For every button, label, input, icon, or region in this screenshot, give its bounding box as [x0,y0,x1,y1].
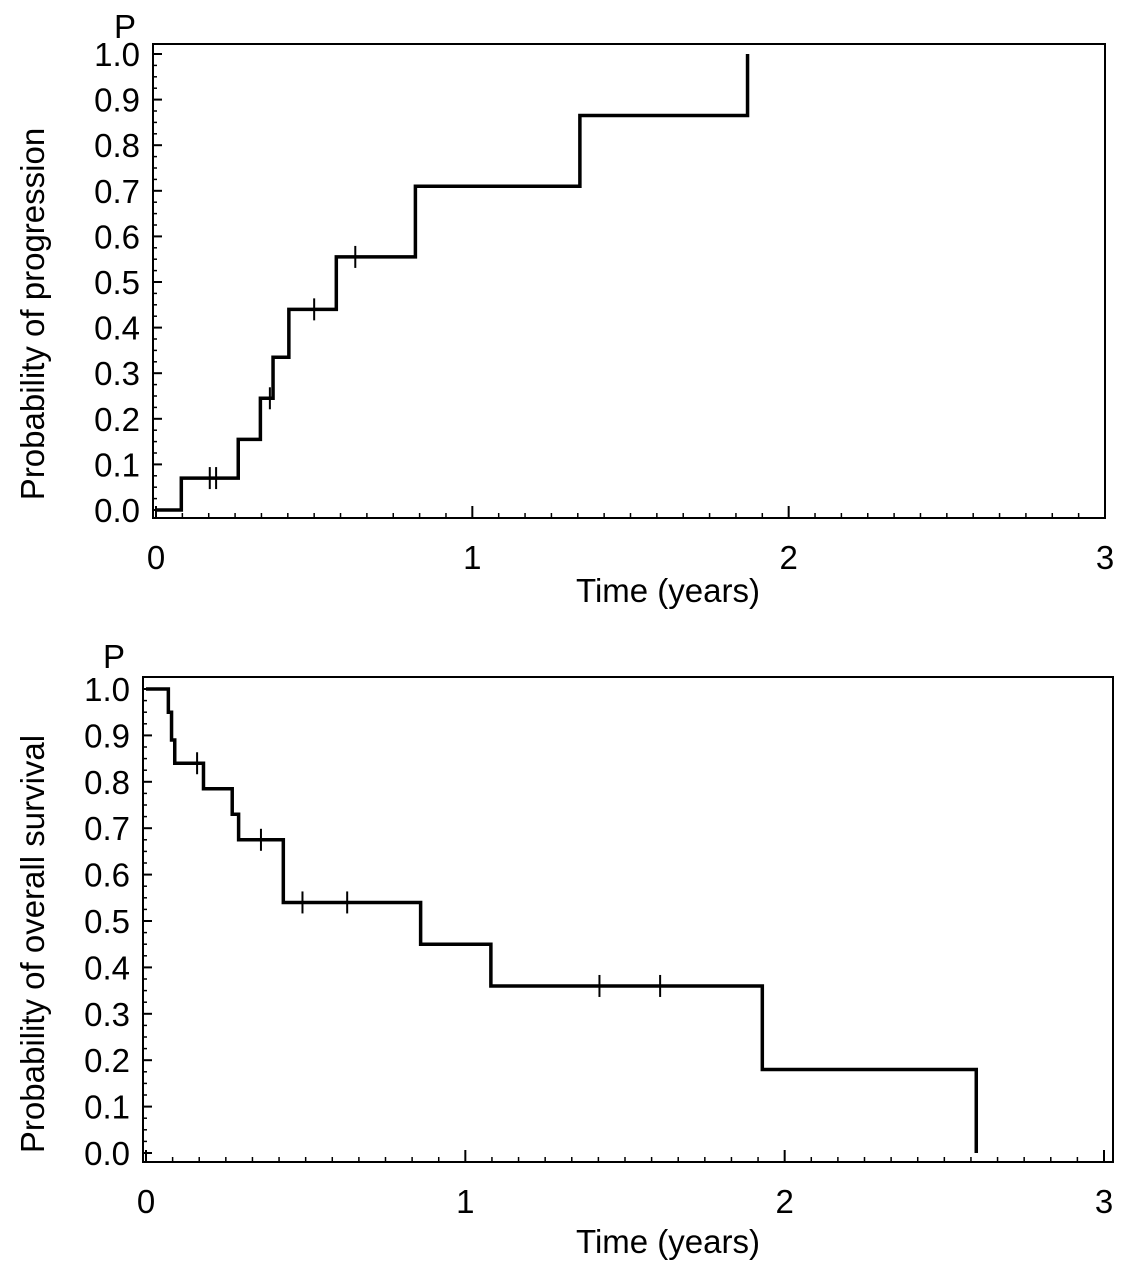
progression-x-tick-label: 0 [147,539,165,576]
progression-x-axis: 0 1 2 3 [147,506,1114,576]
progression-y-axis: 0.0 0.1 0.2 0.3 0.4 0.5 0.6 0.7 0.8 0.9 1.0 [94,36,162,529]
progression-x-tick-label: 3 [1096,539,1114,576]
survival-y-tick-label: 0.0 [84,1135,130,1172]
survival-step-line [146,687,979,1153]
survival-y-axis-label: Probability of overall survival [14,735,51,1153]
progression-y-tick-label: 0.7 [94,173,140,210]
survival-x-axis: 0 1 2 3 [137,1150,1113,1220]
progression-y-axis-label: Probability of progression [14,128,51,500]
survival-y-tick-label: 0.6 [84,857,130,894]
progression-x-axis-label: Time (years) [576,572,760,609]
overall-survival-chart: P 0.0 0.1 0.2 0.3 0.4 0.5 0.6 0.7 0.8 0.9 1.0 0 1 2 3… [14,638,1114,1260]
progression-y-tick-label: 0.8 [94,127,140,164]
progression-y-tick-label: 0.1 [94,446,140,483]
progression-y-tick-label: 0.0 [94,492,140,529]
progression-y-tick-label: 0.2 [94,401,140,438]
survival-x-axis-label: Time (years) [576,1223,760,1260]
survival-y-tick-label: 0.5 [84,903,130,940]
progression-y-tick-label: 0.9 [94,82,140,119]
progression-y-tick-label: 0.6 [94,218,140,255]
survival-plot-frame [142,676,1114,1163]
survival-y-axis: 0.0 0.1 0.2 0.3 0.4 0.5 0.6 0.7 0.8 0.9 1.0 [84,671,152,1172]
survival-y-tick-label: 0.4 [84,949,130,986]
survival-y-tick-label: 0.3 [84,996,130,1033]
progression-series [156,54,750,512]
survival-x-tick-label: 1 [456,1183,474,1220]
survival-y-tick-label: 0.1 [84,1089,130,1126]
survival-x-tick-label: 3 [1095,1183,1113,1220]
survival-y-tick-label: 0.8 [84,764,130,801]
survival-x-tick-label: 2 [775,1183,793,1220]
progression-y-tick-label: 1.0 [94,36,140,73]
survival-y-tick-label: 0.7 [84,810,130,847]
progression-y-tick-label: 0.5 [94,264,140,301]
progression-x-tick-label: 1 [463,539,481,576]
survival-series [146,687,979,1153]
survival-y-tick-label: 0.9 [84,717,130,754]
survival-y-tick-label: 0.2 [84,1042,130,1079]
progression-x-tick-label: 2 [779,539,797,576]
progression-chart: P 0.0 0.1 0.2 0.3 0.4 0.5 0.6 0.7 0.8 0.9 1.0 0 1 2 3… [14,8,1114,609]
survival-corner-label: P [103,638,125,675]
progression-corner-label: P [114,8,136,45]
progression-y-tick-label: 0.4 [94,310,140,347]
progression-step-line [156,54,750,512]
survival-y-tick-label: 1.0 [84,671,130,708]
progression-y-tick-label: 0.3 [94,355,140,392]
survival-x-tick-label: 0 [137,1183,155,1220]
